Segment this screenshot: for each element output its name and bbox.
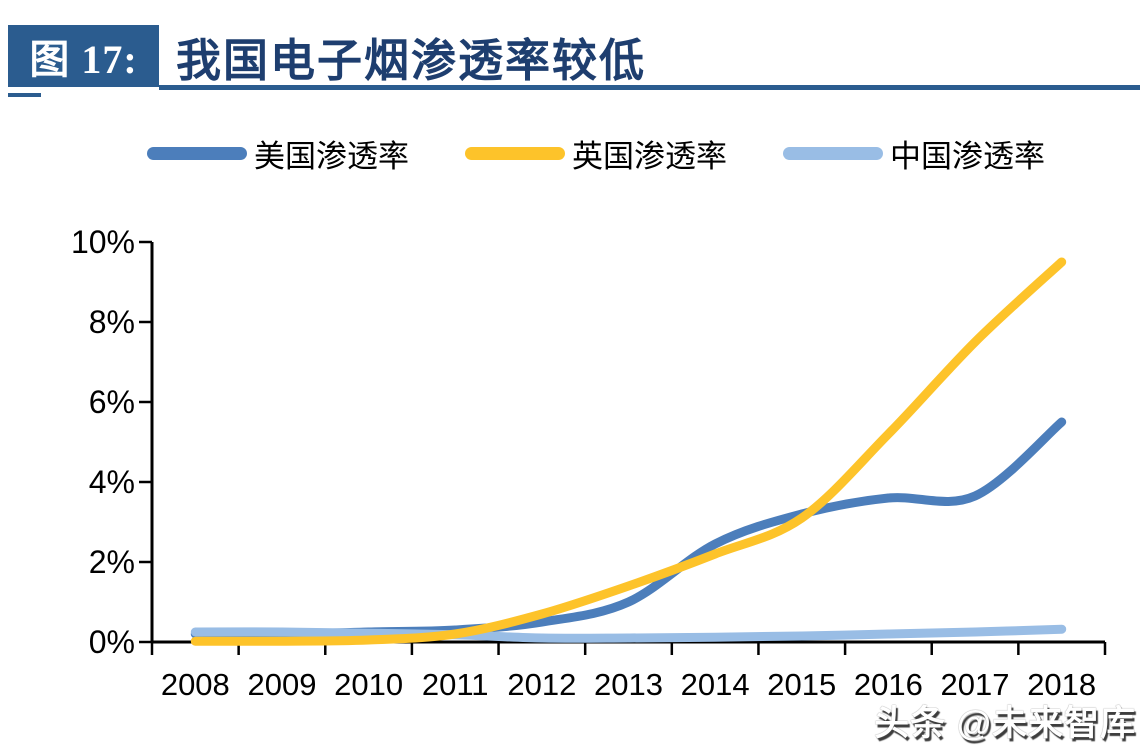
- x-tick-label: 2009: [247, 667, 316, 702]
- watermark: 头条 @未来智库: [874, 704, 1136, 743]
- legend-label-cn: 中国渗透率: [890, 139, 1045, 174]
- x-tick-label: 2011: [422, 667, 489, 702]
- x-tick-label: 2010: [334, 667, 403, 702]
- x-tick-label: 2016: [854, 667, 923, 702]
- x-tick-label: 2015: [767, 667, 836, 702]
- legend-swatch-cn: [783, 147, 883, 160]
- figure-label: 图 17:: [29, 37, 138, 82]
- y-tick-label: 0%: [89, 624, 135, 660]
- header-rule: [159, 85, 1140, 90]
- y-tick-label: 2%: [89, 544, 135, 580]
- y-tick-label: 6%: [89, 384, 135, 420]
- x-tick-label: 2008: [161, 667, 230, 702]
- chart-legend: 美国渗透率 英国渗透率 中国渗透率: [26, 131, 1140, 176]
- series-line-英国渗透率: [190, 257, 1067, 646]
- legend-item-uk: 英国渗透率: [465, 131, 727, 176]
- series-line-美国渗透率: [190, 417, 1067, 639]
- header-rule-stub: [8, 93, 41, 97]
- x-tick-label: 2014: [681, 667, 750, 702]
- legend-label-uk: 英国渗透率: [572, 139, 727, 174]
- figure-title: 我国电子烟渗透率较低: [176, 35, 647, 86]
- y-tick-label: 4%: [89, 464, 135, 500]
- legend-item-cn: 中国渗透率: [783, 131, 1045, 176]
- legend-swatch-uk: [465, 147, 565, 160]
- y-tick-label: 10%: [71, 224, 135, 260]
- legend-item-us: 美国渗透率: [147, 131, 409, 176]
- x-tick-label: 2018: [1027, 667, 1096, 702]
- x-tick-label: 2013: [594, 667, 663, 702]
- legend-label-us: 美国渗透率: [254, 139, 409, 174]
- series-line-中国渗透率: [190, 624, 1067, 643]
- x-tick-label: 2012: [507, 667, 576, 702]
- legend-swatch-us: [147, 147, 247, 160]
- y-tick-label: 8%: [89, 304, 135, 340]
- figure-label-box: 图 17:: [8, 25, 159, 87]
- x-tick-label: 2017: [941, 667, 1010, 702]
